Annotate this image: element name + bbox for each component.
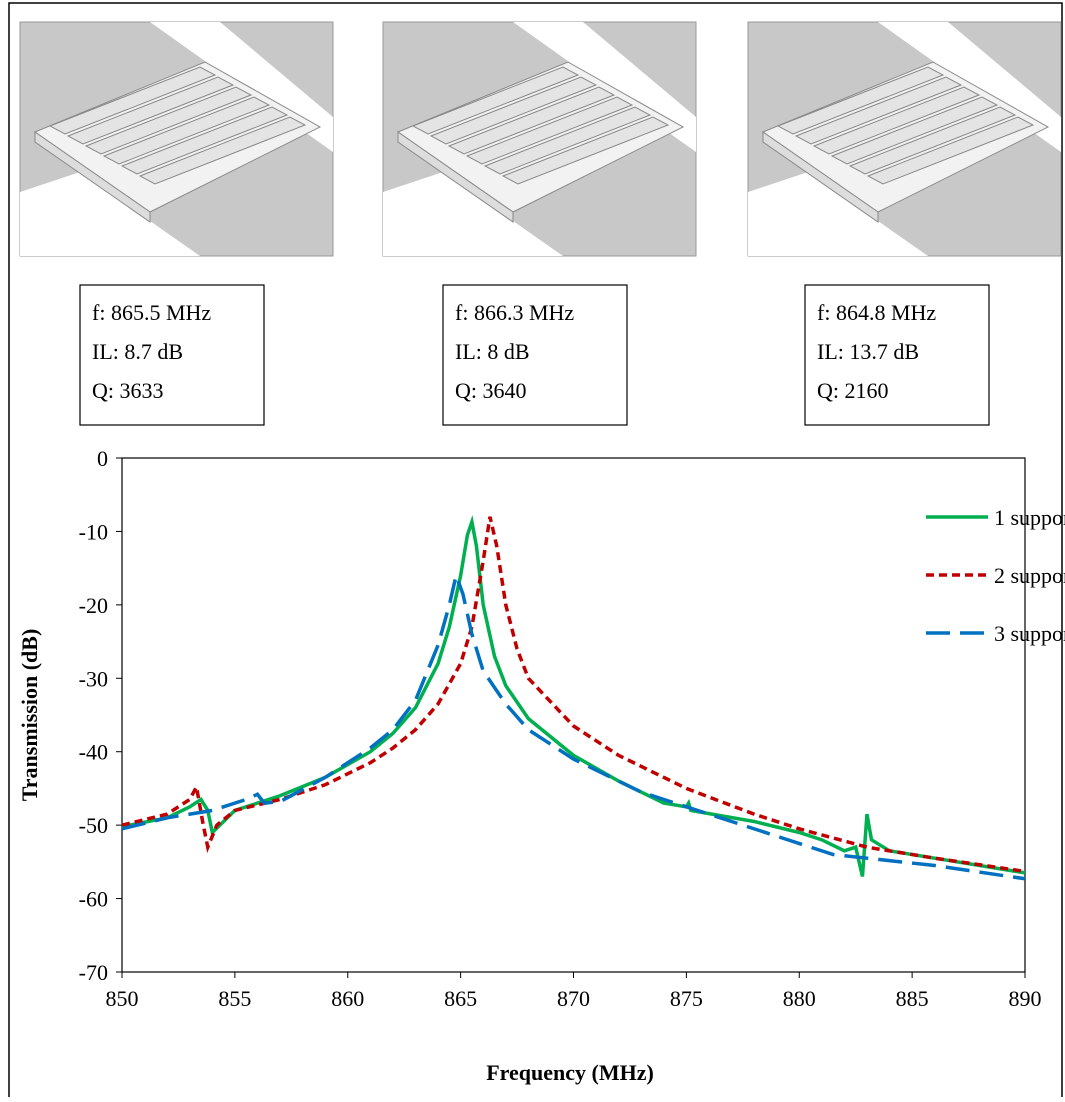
legend-label: 2 support [994, 563, 1065, 588]
device-image [383, 22, 696, 256]
legend-label: 3 support [994, 621, 1065, 646]
x-tick-label: 870 [557, 986, 590, 1011]
x-tick-label: 885 [896, 986, 929, 1011]
y-axis-title: Transmission (dB) [17, 629, 42, 802]
x-axis-title: Frequency (MHz) [486, 1060, 654, 1085]
x-tick-label: 875 [670, 986, 703, 1011]
device-image [20, 22, 333, 256]
y-tick-label: 0 [97, 446, 108, 471]
y-tick-label: -20 [79, 593, 108, 618]
parameter-text: IL: 8 dB [455, 339, 530, 364]
y-tick-label: -60 [79, 887, 108, 912]
parameter-text: f: 866.3 MHz [455, 300, 574, 325]
x-tick-label: 880 [783, 986, 816, 1011]
parameter-text: f: 864.8 MHz [817, 300, 936, 325]
page: {"panels": [ {"lines": ["f: 865.5 MHz", … [0, 0, 1065, 1102]
plot-area [122, 458, 1025, 972]
figure: f: 865.5 MHz IL: 8.7 dB Q: 3633 f: 866.3 MH… [0, 0, 1065, 1097]
parameter-text: IL: 13.7 dB [817, 339, 919, 364]
parameter-text: Q: 3640 [455, 378, 527, 403]
series-line [122, 517, 1025, 872]
parameter-text: Q: 3633 [92, 378, 164, 403]
legend-label: 1 support [994, 505, 1065, 530]
y-tick-label: -70 [79, 960, 108, 985]
parameter-text: IL: 8.7 dB [92, 339, 183, 364]
x-tick-label: 855 [218, 986, 251, 1011]
x-tick-label: 865 [444, 986, 477, 1011]
y-tick-label: -50 [79, 813, 108, 838]
device-image [748, 22, 1061, 256]
parameter-boxes: f: 865.5 MHz IL: 8.7 dB Q: 3633 f: 866.3 MH… [80, 285, 989, 425]
parameter-text: f: 865.5 MHz [92, 300, 211, 325]
y-tick-label: -40 [79, 740, 108, 765]
x-tick-label: 890 [1009, 986, 1042, 1011]
y-tick-label: -10 [79, 519, 108, 544]
series-line [122, 522, 1025, 877]
x-tick-label: 850 [106, 986, 139, 1011]
x-tick-label: 860 [331, 986, 364, 1011]
parameter-text: Q: 2160 [817, 378, 889, 403]
y-tick-label: -30 [79, 666, 108, 691]
